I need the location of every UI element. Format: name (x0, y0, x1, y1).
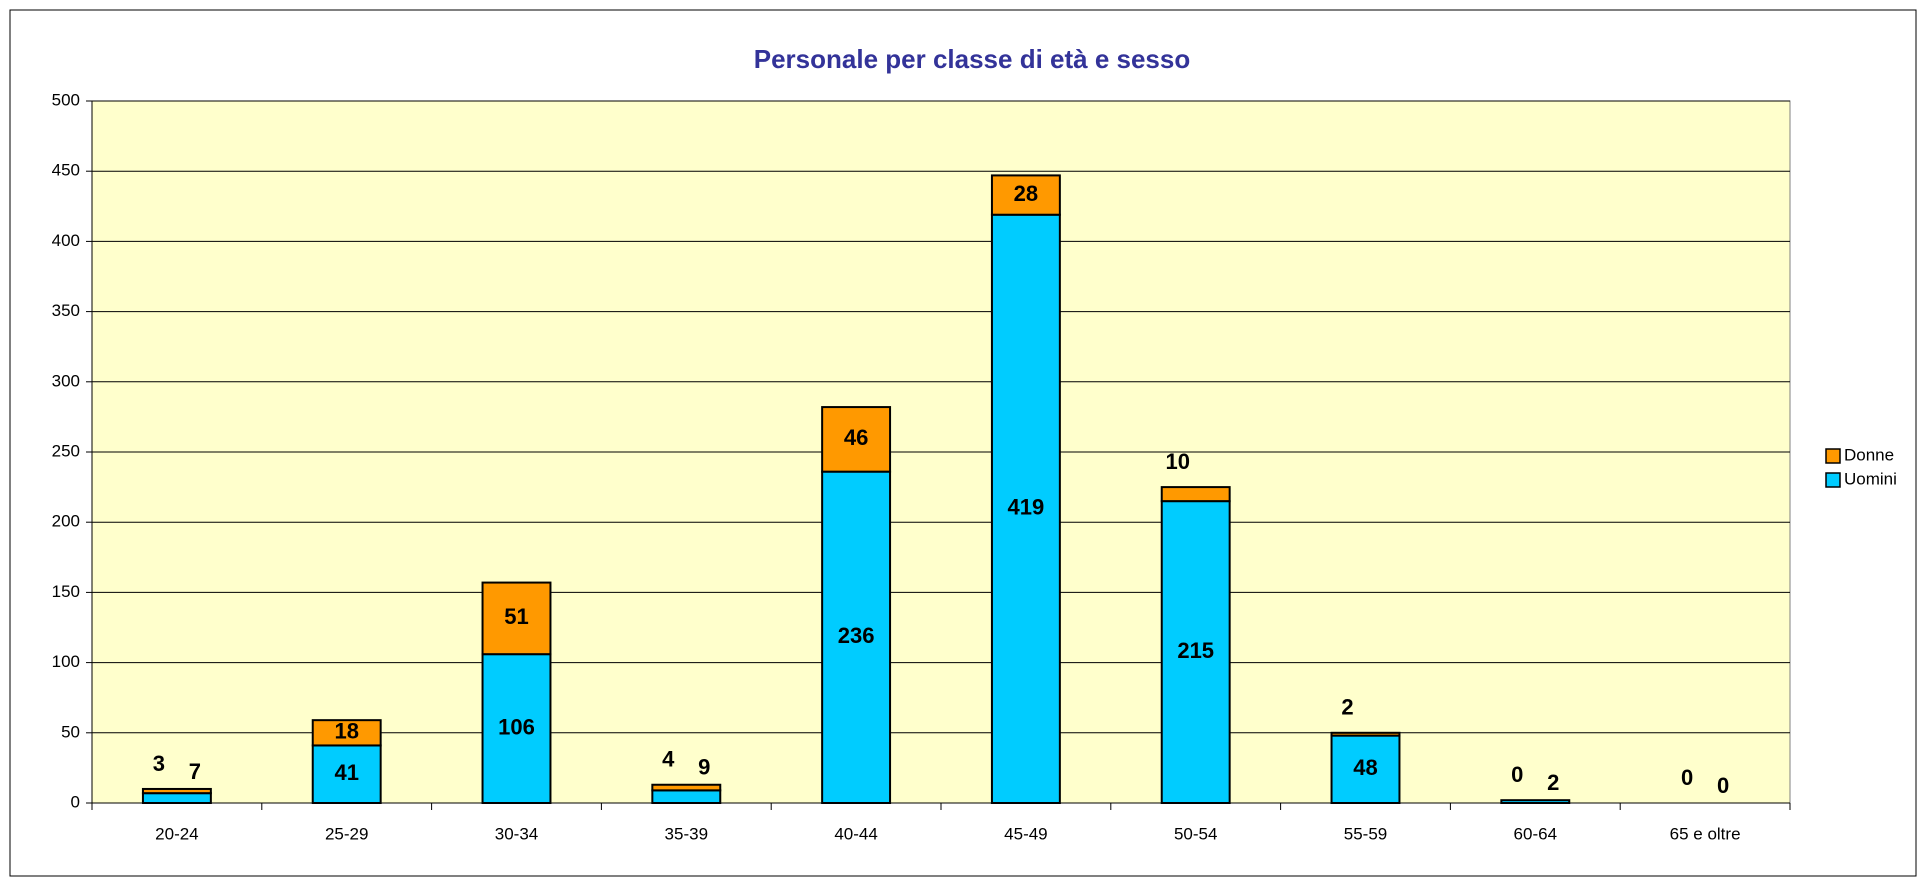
data-label: 2 (1341, 695, 1353, 720)
x-tick-label: 40-44 (834, 824, 877, 843)
y-tick-label: 50 (61, 722, 80, 741)
data-label: 0 (1717, 773, 1729, 798)
x-tick-label: 50-54 (1174, 824, 1217, 843)
bar-segment (1500, 799, 1571, 805)
bar-segment (651, 783, 722, 792)
x-tick-label: 45-49 (1004, 824, 1047, 843)
y-tick-label: 0 (71, 792, 80, 811)
x-tick-label: 25-29 (325, 824, 368, 843)
data-label: 106 (498, 714, 535, 739)
x-tick-label: 65 e oltre (1670, 824, 1741, 843)
x-tick-label: 55-59 (1344, 824, 1387, 843)
data-label: 46 (844, 425, 868, 450)
bar-segment (1330, 731, 1401, 737)
data-label: 9 (698, 755, 710, 780)
data-label: 4 (662, 747, 675, 772)
data-label: 236 (838, 623, 875, 648)
legend-swatch (1825, 448, 1841, 464)
legend-swatch (1825, 472, 1841, 488)
y-tick-label: 350 (52, 301, 80, 320)
bar-segment (1160, 486, 1231, 503)
data-label: 215 (1177, 638, 1214, 663)
data-label: 10 (1165, 449, 1189, 474)
data-label: 7 (189, 759, 201, 784)
data-label: 2 (1547, 770, 1559, 795)
x-tick-label: 35-39 (665, 824, 708, 843)
y-tick-label: 500 (52, 90, 80, 109)
data-label: 28 (1014, 181, 1038, 206)
bar-segment (990, 174, 1061, 216)
x-tick-label: 20-24 (155, 824, 198, 843)
data-label: 48 (1353, 755, 1377, 780)
y-tick-label: 200 (52, 512, 80, 531)
x-tick-label: 60-64 (1514, 824, 1557, 843)
data-label: 0 (1681, 765, 1693, 790)
bar-segment (651, 789, 722, 805)
y-tick-label: 100 (52, 652, 80, 671)
y-tick-label: 150 (52, 582, 80, 601)
y-tick-label: 450 (52, 161, 80, 180)
bar-segment (311, 719, 382, 747)
bar-segment (1160, 500, 1231, 804)
bar-segment (821, 406, 892, 473)
bar-segment (481, 581, 552, 656)
legend-label: Donne (1844, 445, 1894, 464)
data-label: 51 (504, 604, 528, 629)
data-label: 0 (1511, 762, 1523, 787)
data-label: 41 (334, 760, 358, 785)
data-label: 18 (334, 719, 358, 744)
y-tick-label: 250 (52, 441, 80, 460)
bar-segment (141, 792, 212, 804)
data-label: 3 (153, 751, 165, 776)
legend-label: Uomini (1844, 469, 1897, 488)
y-tick-label: 400 (52, 231, 80, 250)
data-label: 419 (1008, 495, 1045, 520)
bar-segment (311, 744, 382, 804)
x-tick-label: 30-34 (495, 824, 538, 843)
bar-segment (1330, 734, 1401, 804)
y-tick-label: 300 (52, 371, 80, 390)
chart-title: Personale per classe di età e sesso (754, 44, 1190, 74)
bar-segment (141, 787, 212, 795)
bar-segment (990, 213, 1061, 804)
